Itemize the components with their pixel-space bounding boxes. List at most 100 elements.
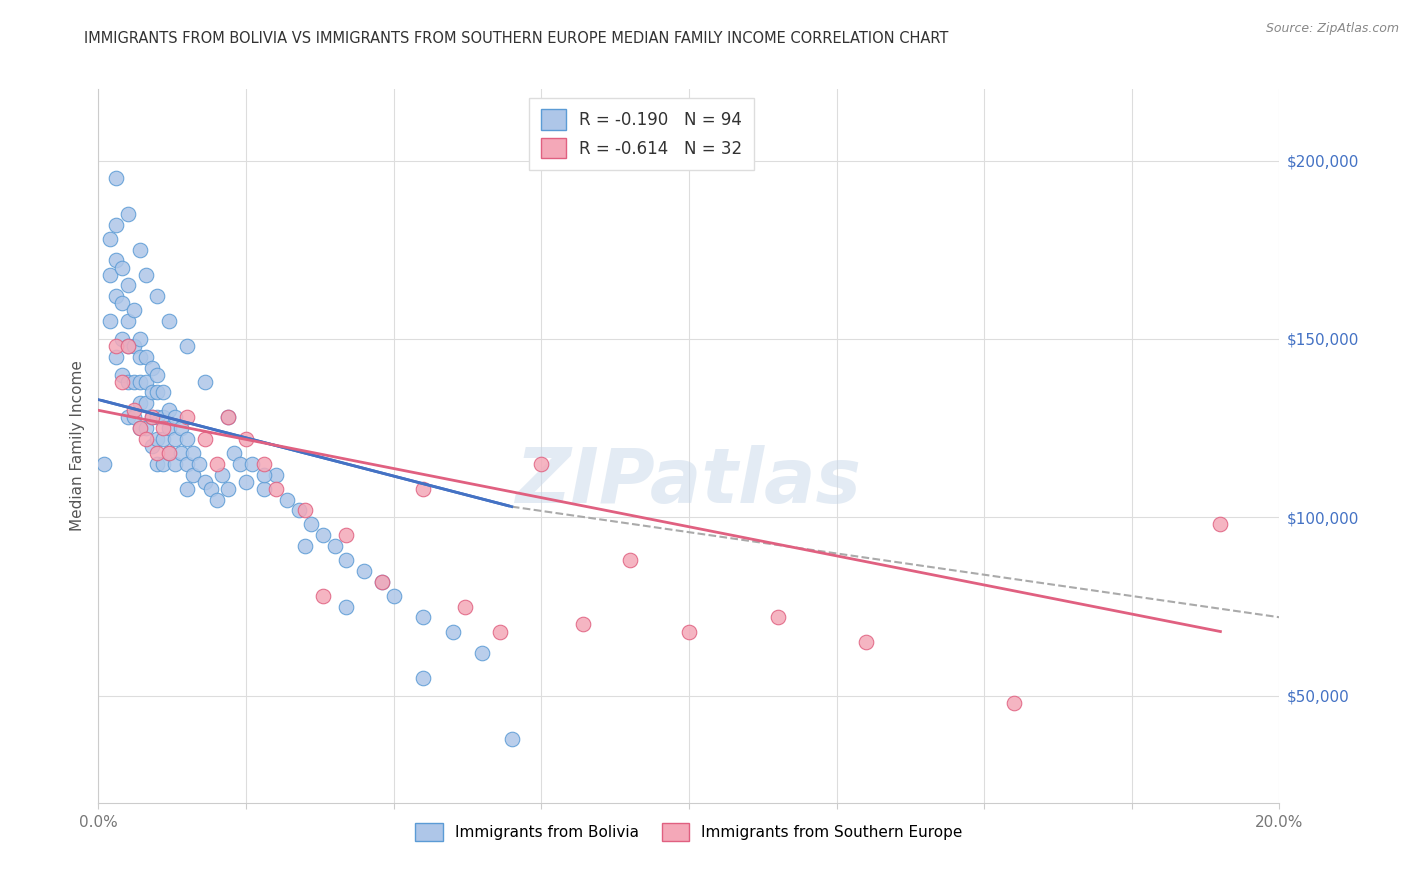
Point [176, 410, 198, 425]
Point [299, 517, 322, 532]
Text: Source: ZipAtlas.com: Source: ZipAtlas.com [1265, 22, 1399, 36]
Point [111, 375, 134, 389]
Point [117, 410, 139, 425]
Point [122, 410, 145, 425]
Point [98, 268, 121, 282]
Point [176, 432, 198, 446]
Text: ZIPatlas: ZIPatlas [516, 445, 862, 518]
Point [135, 432, 157, 446]
Point [264, 482, 287, 496]
Point [128, 421, 150, 435]
Point [176, 339, 198, 353]
Point [98, 314, 121, 328]
Point [165, 432, 187, 446]
Point [205, 457, 228, 471]
Point [105, 171, 128, 186]
Point [229, 457, 252, 471]
Point [194, 375, 217, 389]
Point [312, 528, 335, 542]
Point [117, 207, 139, 221]
Point [165, 410, 187, 425]
Point [146, 368, 169, 382]
Point [371, 574, 394, 589]
Point [141, 439, 163, 453]
Point [294, 503, 316, 517]
Point [235, 432, 257, 446]
Point [146, 457, 169, 471]
Point [176, 482, 198, 496]
Point [217, 410, 239, 425]
Point [122, 339, 145, 353]
Point [323, 539, 346, 553]
Point [117, 339, 139, 353]
Point [141, 410, 163, 425]
Point [412, 482, 434, 496]
Point [128, 243, 150, 257]
Point [571, 617, 593, 632]
Point [766, 610, 789, 624]
Point [335, 528, 357, 542]
Point [157, 446, 180, 460]
Point [117, 278, 139, 293]
Point [441, 624, 464, 639]
Point [353, 564, 375, 578]
Point [157, 403, 180, 417]
Point [157, 421, 180, 435]
Point [619, 553, 641, 567]
Legend: Immigrants from Bolivia, Immigrants from Southern Europe: Immigrants from Bolivia, Immigrants from… [408, 816, 970, 848]
Point [240, 457, 263, 471]
Point [105, 218, 128, 232]
Point [152, 385, 174, 400]
Point [111, 332, 134, 346]
Point [93, 457, 115, 471]
Point [111, 260, 134, 275]
Point [412, 671, 434, 685]
Point [135, 375, 157, 389]
Point [165, 457, 187, 471]
Point [211, 467, 233, 482]
Point [412, 610, 434, 624]
Point [152, 410, 174, 425]
Point [105, 253, 128, 268]
Point [128, 350, 150, 364]
Y-axis label: Median Family Income: Median Family Income [69, 360, 84, 532]
Point [135, 421, 157, 435]
Point [152, 421, 174, 435]
Point [855, 635, 877, 649]
Point [489, 624, 512, 639]
Point [128, 375, 150, 389]
Point [235, 475, 257, 489]
Point [471, 646, 494, 660]
Point [117, 375, 139, 389]
Point [135, 396, 157, 410]
Point [181, 446, 204, 460]
Point [170, 446, 193, 460]
Point [141, 410, 163, 425]
Point [146, 446, 169, 460]
Point [105, 289, 128, 303]
Point [98, 232, 121, 246]
Point [312, 589, 335, 603]
Point [288, 503, 311, 517]
Text: IMMIGRANTS FROM BOLIVIA VS IMMIGRANTS FROM SOUTHERN EUROPE MEDIAN FAMILY INCOME : IMMIGRANTS FROM BOLIVIA VS IMMIGRANTS FR… [84, 31, 949, 46]
Point [111, 368, 134, 382]
Point [217, 410, 239, 425]
Point [1209, 517, 1232, 532]
Point [157, 446, 180, 460]
Point [294, 539, 316, 553]
Point [135, 268, 157, 282]
Point [200, 482, 222, 496]
Point [170, 421, 193, 435]
Point [128, 332, 150, 346]
Point [371, 574, 394, 589]
Point [453, 599, 475, 614]
Point [1002, 696, 1025, 710]
Point [128, 421, 150, 435]
Point [117, 339, 139, 353]
Point [157, 314, 180, 328]
Point [501, 731, 523, 746]
Point [152, 432, 174, 446]
Point [146, 410, 169, 425]
Point [187, 457, 209, 471]
Point [253, 457, 276, 471]
